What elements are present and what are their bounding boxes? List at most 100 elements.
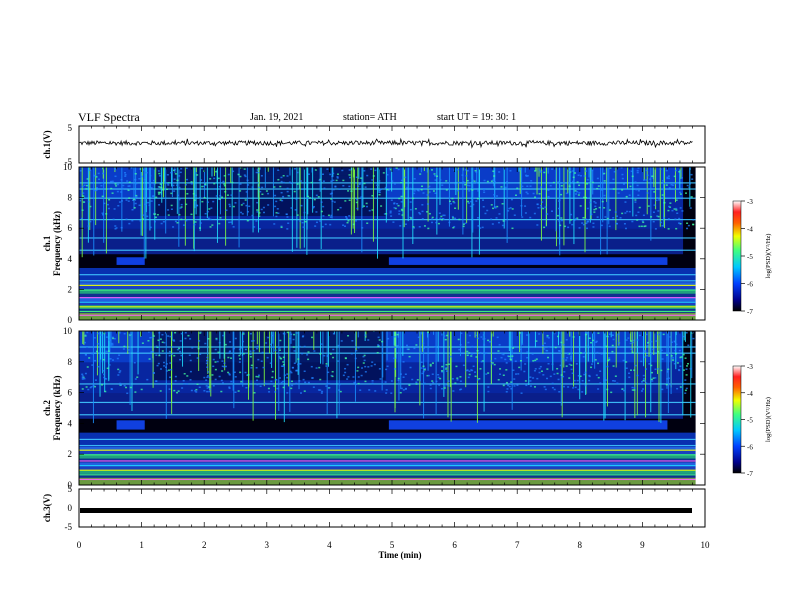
speckle: [234, 376, 237, 378]
speckle: [371, 194, 374, 197]
sferic: [615, 167, 617, 231]
speckle: [625, 195, 628, 198]
speckle: [198, 340, 201, 342]
speckle: [645, 333, 648, 336]
speckle: [102, 172, 105, 175]
speckle: [160, 186, 163, 189]
speckle: [642, 221, 645, 224]
sferic: [102, 331, 104, 374]
speckle: [688, 186, 691, 189]
sferic: [322, 331, 324, 365]
speckle: [667, 377, 670, 379]
speckle: [493, 194, 496, 196]
speckle: [464, 183, 467, 186]
sferic: [364, 331, 366, 341]
speckle: [636, 184, 639, 187]
speckle: [524, 380, 527, 382]
speckle: [337, 360, 340, 362]
sferic: [652, 167, 654, 180]
speckle: [592, 339, 595, 342]
speckle: [317, 196, 320, 198]
speckle: [116, 357, 119, 360]
speckle: [547, 189, 550, 191]
sferic: [555, 167, 557, 232]
speckle: [566, 356, 569, 359]
speckle: [327, 214, 330, 217]
speckle: [629, 342, 632, 345]
speckle: [283, 374, 286, 376]
speckle: [482, 338, 485, 340]
speckle: [162, 361, 165, 364]
speckle: [423, 225, 426, 227]
speckle: [348, 169, 351, 171]
speckle: [354, 220, 357, 222]
spectrogram-row: [79, 334, 705, 340]
ch1-colorbar-tick: -6: [747, 281, 753, 289]
sferic: [193, 167, 195, 249]
speckle: [212, 365, 215, 368]
speckle: [483, 338, 486, 340]
speckle: [419, 173, 422, 175]
speckle: [426, 211, 429, 213]
speckle: [645, 188, 648, 190]
speckle: [209, 178, 212, 180]
sferic: [95, 167, 97, 226]
speckle: [172, 226, 175, 228]
ch1-y-tick-label: 4: [68, 254, 73, 264]
speckle: [645, 169, 648, 172]
sferic: [632, 167, 634, 217]
spectrogram-row: [79, 392, 705, 397]
speckle: [511, 352, 514, 355]
speckle: [101, 195, 104, 198]
ch1-spectrogram: [79, 167, 705, 321]
speckle: [256, 169, 259, 171]
speckle: [94, 379, 97, 381]
spectral-line: [79, 289, 696, 291]
speckle: [280, 365, 283, 367]
speckle: [239, 175, 242, 178]
speckle: [393, 357, 396, 360]
speckle: [512, 347, 515, 349]
speckle: [451, 215, 454, 218]
spectrogram-row: [79, 342, 705, 347]
speckle: [592, 222, 595, 225]
speckle: [509, 170, 512, 172]
speckle: [224, 191, 227, 193]
speckle: [568, 363, 571, 366]
speckle: [148, 187, 151, 189]
speckle: [483, 352, 486, 355]
sferic: [674, 167, 676, 203]
speckle: [111, 344, 114, 346]
speckle: [558, 200, 561, 202]
speckle: [428, 212, 431, 215]
speckle: [176, 348, 179, 351]
speckle: [418, 226, 421, 228]
speckle: [298, 380, 301, 382]
speckle: [106, 367, 109, 370]
speckle: [125, 386, 128, 389]
speckle: [600, 224, 603, 227]
speckle: [378, 368, 381, 370]
speckle: [526, 175, 529, 177]
speckle: [156, 213, 159, 216]
speckle: [208, 208, 211, 210]
speckle: [585, 196, 588, 199]
speckle: [612, 217, 615, 219]
speckle: [97, 343, 100, 345]
spectrogram-row: [79, 458, 705, 463]
speckle: [110, 180, 113, 183]
speckle: [169, 362, 172, 364]
speckle: [146, 378, 149, 381]
spectrogram-row: [79, 189, 705, 195]
ch2-y-tick-label: 10: [63, 326, 73, 336]
speckle: [103, 376, 106, 379]
speckle: [201, 200, 204, 203]
speckle: [317, 389, 320, 391]
speckle: [430, 169, 433, 171]
speckle: [584, 218, 587, 220]
speckle: [534, 359, 537, 362]
speckle: [91, 364, 94, 366]
sferic: [476, 167, 478, 184]
speckle: [303, 390, 306, 392]
speckle: [154, 216, 157, 219]
